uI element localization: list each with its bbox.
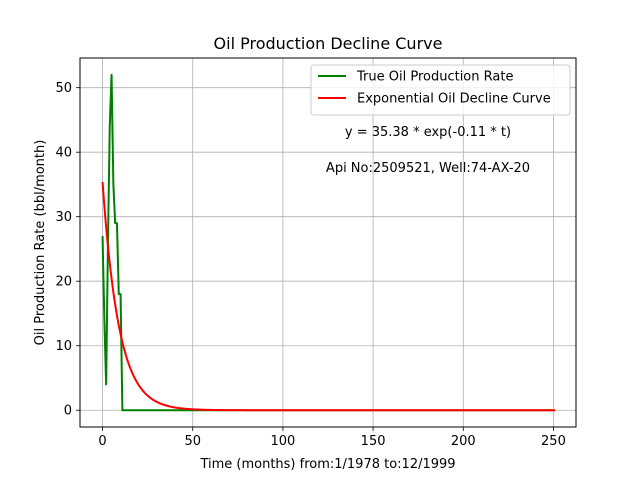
y-tick-label: 50 (55, 81, 72, 96)
y-tick-label: 10 (55, 339, 72, 354)
legend-box (310, 64, 571, 116)
y-axis-label: Oil Production Rate (bbl/month) (33, 140, 48, 346)
equation-annotation: y = 35.38 * exp(-0.11 * t) (345, 125, 511, 140)
y-tick-label: 0 (64, 404, 72, 419)
well-annotation: Api No:2509521, Well:74-AX-20 (326, 161, 530, 176)
legend-label-exponential: Exponential Oil Decline Curve (357, 92, 551, 107)
x-tick-label: 150 (361, 434, 386, 449)
x-axis-label: Time (months) from:1/1978 to:12/1999 (199, 457, 455, 472)
x-tick-label: 100 (270, 434, 295, 449)
legend-label-true-rate: True Oil Production Rate (356, 70, 513, 85)
x-tick-label: 50 (184, 434, 201, 449)
ticks: 0 50 100 150 200 250 0 10 20 30 40 50 (55, 81, 565, 449)
plot-frame (79, 57, 577, 428)
y-tick-label: 30 (55, 210, 72, 225)
x-tick-label: 200 (451, 434, 476, 449)
x-tick-label: 0 (98, 434, 106, 449)
chart-title: Oil Production Decline Curve (214, 34, 443, 53)
grid (80, 58, 576, 427)
legend: True Oil Production Rate Exponential Oil… (310, 64, 571, 116)
x-tick-label: 250 (541, 434, 566, 449)
series-group (101, 73, 556, 412)
series-line-exponential (101, 181, 556, 412)
y-tick-label: 20 (55, 275, 72, 290)
y-tick-label: 40 (55, 146, 72, 161)
